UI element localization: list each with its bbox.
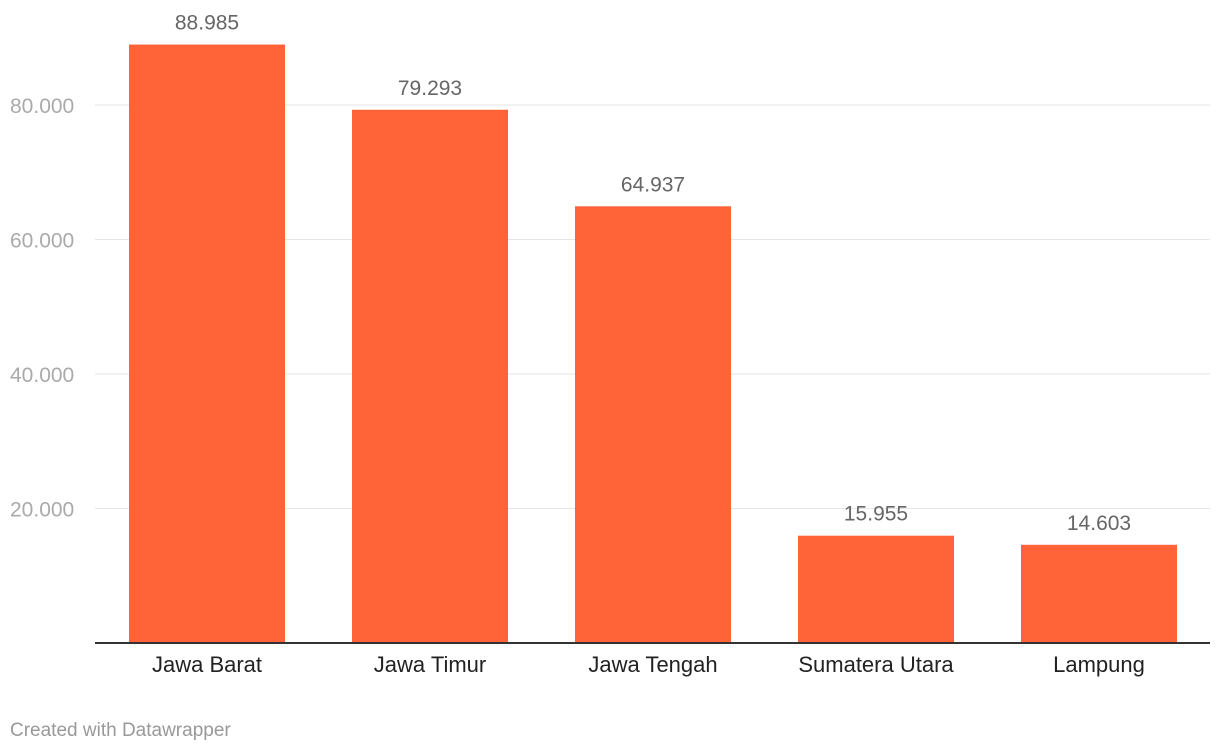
y-tick-label: 20.000: [10, 499, 74, 522]
x-tick-label: Lampung: [1053, 652, 1145, 677]
bar: [352, 109, 508, 643]
bar-value-label: 79.293: [398, 77, 462, 100]
x-tick-label: Jawa Barat: [152, 652, 262, 677]
bar-value-label: 88.985: [175, 12, 239, 35]
y-axis-ticks: 20.000 40.000 60.000 80.000: [10, 95, 74, 522]
bar: [1021, 544, 1177, 643]
x-tick-label: Jawa Tengah: [588, 652, 717, 677]
bar-value-label: 15.955: [844, 503, 908, 526]
bar-value-label: 64.937: [621, 173, 685, 196]
footer-credit: Created with Datawrapper: [10, 720, 231, 741]
bar: [129, 44, 285, 644]
x-tick-label: Sumatera Utara: [798, 652, 954, 677]
x-tick-label: Jawa Timur: [374, 652, 486, 677]
y-tick-label: 80.000: [10, 95, 74, 118]
bar: [575, 206, 731, 643]
data-labels: 88.985 79.293 64.937 15.955 14.603: [175, 12, 1131, 535]
x-axis-ticks: Jawa Barat Jawa Timur Jawa Tengah Sumatera …: [152, 652, 1145, 677]
bar-chart: 20.000 40.000 60.000 80.000 88.985 79.293 64.…: [10, 12, 1210, 677]
bar-value-label: 14.603: [1067, 512, 1131, 535]
y-tick-label: 40.000: [10, 364, 74, 387]
bars: [129, 44, 1177, 644]
y-tick-label: 60.000: [10, 230, 74, 253]
bar: [798, 535, 954, 643]
